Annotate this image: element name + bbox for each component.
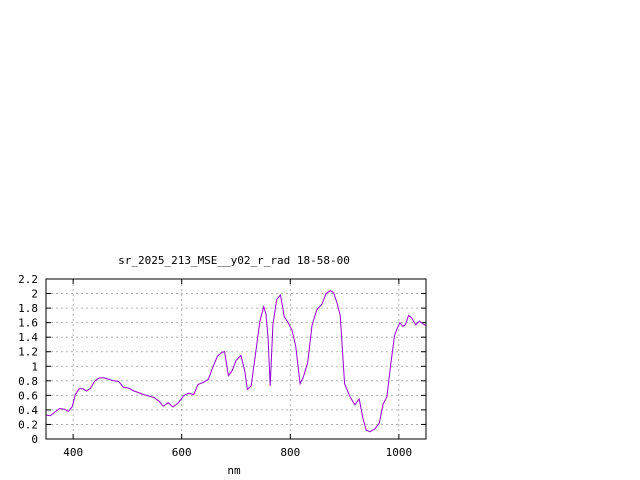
y-tick-label: 1 (31, 360, 38, 373)
series-group (45, 289, 427, 433)
plot-frame (45, 278, 427, 440)
x-tick-label: 1000 (386, 446, 413, 459)
y-tick-label: 1.4 (18, 331, 38, 344)
y-tick-label: 1.6 (18, 317, 38, 330)
grid-lines (46, 279, 426, 439)
y-tick-label: 0.2 (18, 418, 38, 431)
series-line-0 (45, 289, 427, 433)
chart-title: sr_2025_213_MSE__y02_r_rad 18-58-00 (118, 254, 350, 267)
y-tick-label: 1.8 (18, 302, 38, 315)
x-tick-label: 600 (172, 446, 192, 459)
axis-ticks: 0 0.20.4 0.60.8 11.2 1.41.6 1.82 2.2 400 600 800 1… (18, 273, 426, 459)
x-tick-label: 400 (63, 446, 83, 459)
y-tick-label: 0.4 (18, 404, 38, 417)
y-tick-label: 0 (31, 433, 38, 446)
x-axis-label: nm (227, 464, 241, 477)
y-tick-label: 2.2 (18, 273, 38, 286)
x-tick-label: 800 (280, 446, 300, 459)
y-tick-label: 0.6 (18, 389, 38, 402)
y-tick-label: 2 (31, 288, 38, 301)
y-tick-label: 0.8 (18, 375, 38, 388)
y-tick-label: 1.2 (18, 346, 38, 359)
